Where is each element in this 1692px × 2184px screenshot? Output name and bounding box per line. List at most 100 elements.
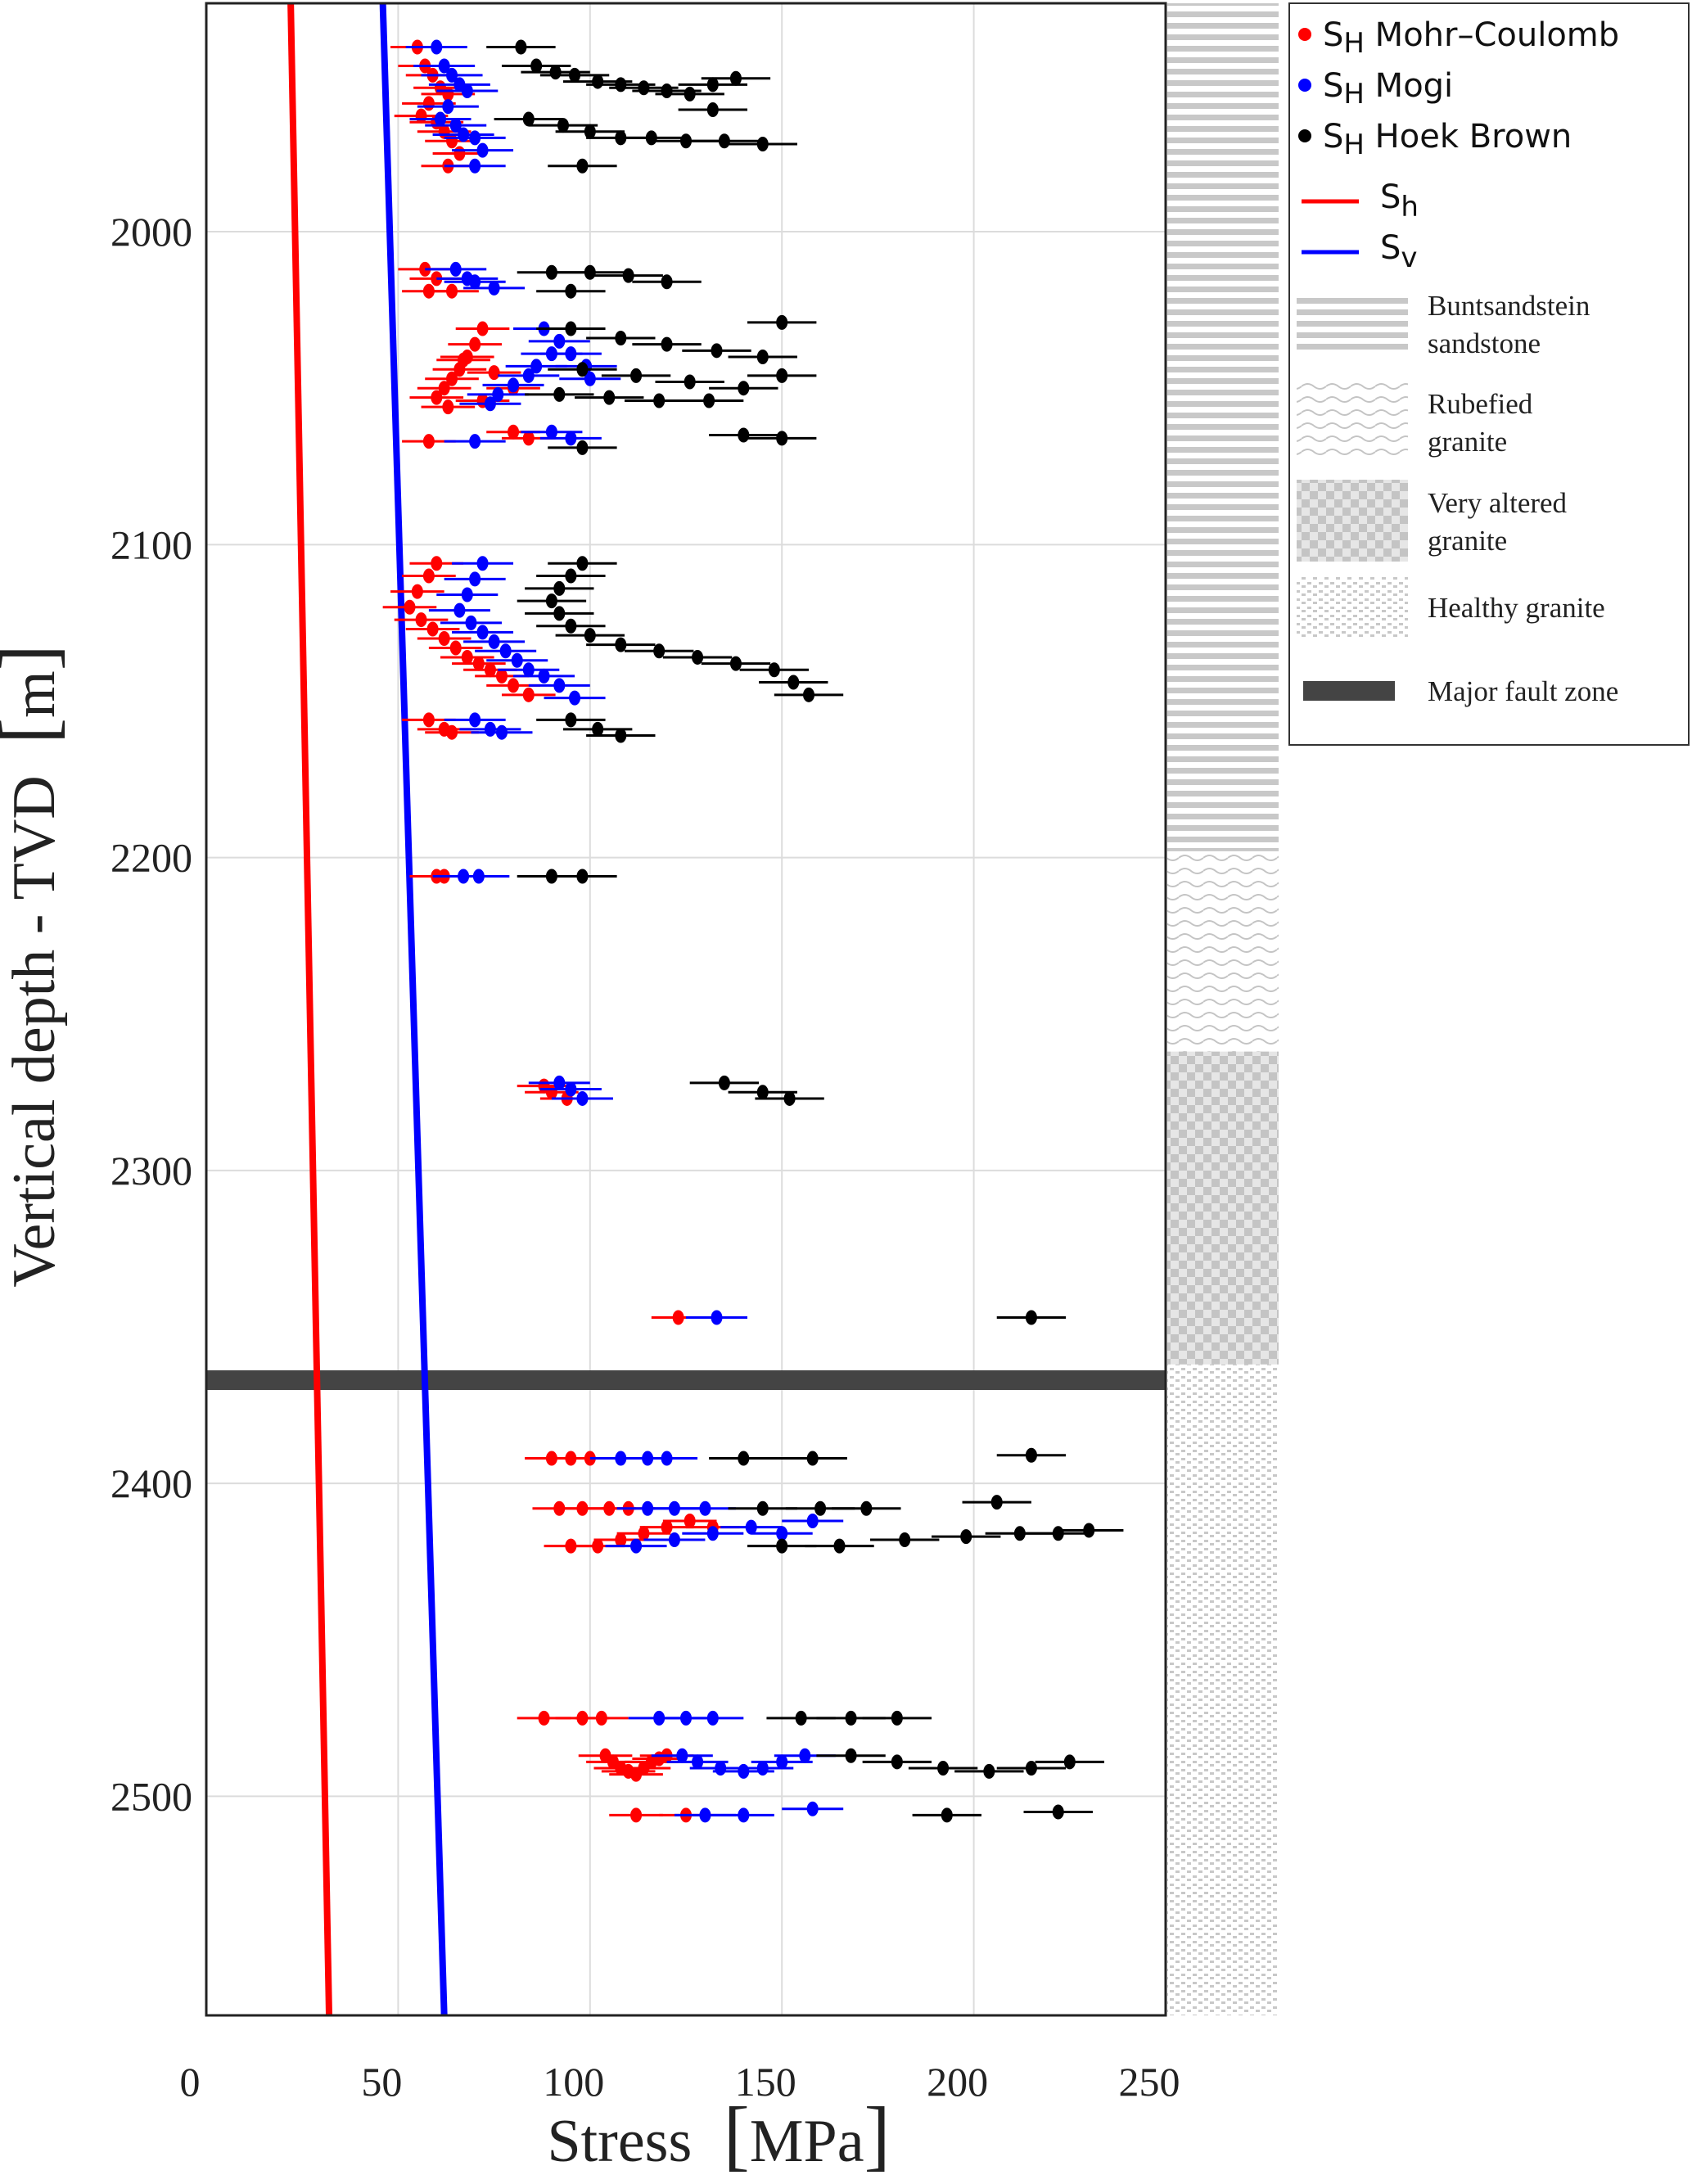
point-mohr-coulomb — [476, 321, 489, 336]
legend-swatch — [1297, 576, 1408, 639]
point-mohr-coulomb — [630, 1807, 643, 1823]
point-hoek-brown — [515, 39, 527, 55]
point-mogi — [484, 721, 496, 737]
point-hoek-brown — [703, 393, 715, 408]
point-hoek-brown — [706, 102, 719, 117]
point-mogi — [538, 668, 550, 684]
plot-frame — [205, 2, 1167, 2017]
point-hoek-brown — [756, 1085, 769, 1100]
point-hoek-brown — [1083, 1523, 1095, 1538]
point-mogi — [476, 625, 489, 640]
point-mogi — [545, 424, 557, 440]
point-mogi — [458, 127, 470, 142]
point-hoek-brown — [615, 637, 627, 652]
lithology-healthy-granite — [1167, 1364, 1279, 2015]
point-hoek-brown — [565, 321, 577, 336]
point-hoek-brown — [653, 393, 666, 408]
point-hoek-brown — [1025, 1761, 1037, 1776]
point-mohr-coulomb — [488, 365, 500, 381]
point-hoek-brown — [814, 1500, 827, 1516]
x-tick-label: 50 — [361, 2059, 402, 2105]
point-hoek-brown — [891, 1710, 903, 1726]
point-mogi — [469, 434, 481, 449]
point-mogi — [776, 1754, 788, 1770]
point-mohr-coulomb — [538, 1710, 550, 1726]
legend-swatch-fault — [1303, 681, 1395, 701]
point-mogi — [553, 1075, 566, 1090]
point-mogi — [565, 431, 577, 446]
point-mogi — [630, 1538, 643, 1554]
point-hoek-brown — [565, 618, 577, 634]
point-hoek-brown — [565, 568, 577, 584]
point-mohr-coulomb — [508, 424, 520, 440]
legend-label: SH Mogi — [1323, 67, 1453, 111]
point-mogi — [438, 58, 450, 74]
point-hoek-brown — [860, 1500, 873, 1516]
point-hoek-brown — [1063, 1754, 1076, 1770]
point-mogi — [469, 274, 481, 290]
point-mogi — [676, 1748, 688, 1763]
point-mogi — [446, 67, 458, 83]
point-mogi — [508, 377, 520, 393]
point-hoek-brown — [776, 314, 788, 330]
point-mohr-coulomb — [508, 678, 520, 693]
point-mogi — [488, 634, 500, 649]
point-hoek-brown — [692, 649, 704, 665]
point-hoek-brown — [729, 70, 742, 86]
point-mohr-coulomb — [446, 724, 458, 740]
y-axis-label: Vertical depth - TVD [m] — [0, 644, 71, 1287]
point-mohr-coulomb — [431, 390, 443, 405]
point-mogi — [469, 571, 481, 587]
point-mogi — [738, 1807, 750, 1823]
point-mohr-coulomb — [684, 1514, 696, 1529]
data-points — [382, 39, 1124, 1823]
legend-marker — [1298, 28, 1311, 41]
legend-swatch — [1297, 296, 1408, 350]
point-mohr-coulomb — [438, 631, 450, 647]
fault-zone-band — [206, 1370, 1166, 1390]
point-mogi — [661, 1451, 673, 1466]
line-sv — [379, 2, 448, 2016]
point-mohr-coulomb — [431, 556, 443, 571]
point-mohr-coulomb — [661, 1519, 673, 1535]
point-mohr-coulomb — [458, 352, 470, 368]
lithology-rubefied-granite — [1167, 851, 1279, 1052]
point-mogi — [484, 396, 496, 412]
legend-swatch — [1297, 383, 1408, 460]
point-mogi — [522, 662, 535, 678]
point-hoek-brown — [630, 368, 643, 383]
point-mogi — [511, 652, 523, 668]
point-hoek-brown — [806, 1451, 819, 1466]
point-hoek-brown — [584, 124, 596, 139]
point-mogi — [553, 333, 566, 349]
point-mogi — [576, 1090, 589, 1106]
point-mohr-coulomb — [522, 687, 535, 702]
point-hoek-brown — [653, 643, 666, 659]
y-tick-labels: 2000 2100 2200 2300 2400 2500 — [111, 209, 192, 1819]
point-mohr-coulomb — [615, 1532, 627, 1547]
x-tick-label: 250 — [1119, 2059, 1180, 2105]
point-hoek-brown — [576, 362, 589, 377]
point-mogi — [715, 1761, 727, 1776]
legend-label: SH Mohr–Coulomb — [1323, 16, 1619, 60]
point-mogi — [472, 869, 485, 884]
point-hoek-brown — [738, 427, 750, 443]
lithology-very-altered-granite — [1167, 1051, 1279, 1365]
point-hoek-brown — [803, 687, 815, 702]
x-tick-label: 0 — [180, 2059, 201, 2105]
point-mogi — [569, 690, 581, 706]
point-hoek-brown — [783, 1090, 796, 1106]
y-tick-label: 2300 — [111, 1148, 192, 1194]
y-tick-label: 2100 — [111, 521, 192, 567]
point-mohr-coulomb — [472, 656, 485, 671]
point-mogi — [499, 643, 512, 659]
point-mohr-coulomb — [422, 434, 435, 449]
point-mohr-coulomb — [404, 599, 416, 615]
legend-label: Healthy granite — [1428, 592, 1605, 624]
point-mogi — [756, 1761, 769, 1776]
point-hoek-brown — [615, 728, 627, 743]
point-hoek-brown — [615, 77, 627, 93]
point-mogi — [461, 587, 473, 602]
point-hoek-brown — [684, 86, 696, 102]
point-mohr-coulomb — [442, 399, 454, 415]
